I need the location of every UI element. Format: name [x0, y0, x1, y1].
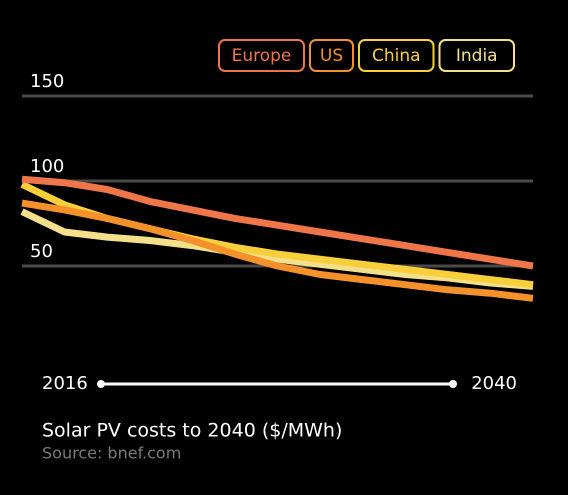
legend-box: [309, 39, 354, 72]
y-tick-label: 150: [30, 71, 64, 92]
slider-handle[interactable]: [97, 380, 105, 388]
legend-box: [438, 39, 515, 72]
y-tick-label: 50: [30, 241, 53, 262]
chart-title: Solar PV costs to 2040 ($/MWh): [42, 420, 342, 442]
source: Source: bnef.com: [42, 444, 181, 463]
legend-box: [218, 39, 305, 72]
x-tick-label: 2016: [42, 373, 88, 394]
x-tick-label: 2040: [471, 373, 517, 394]
series-line: [21, 199, 534, 302]
legend-item[interactable]: Europe: [218, 39, 305, 72]
slider-handle[interactable]: [449, 380, 457, 388]
legend-label: Europe: [232, 46, 292, 66]
legend-box: [358, 39, 435, 72]
y-tick-label: 100: [30, 156, 64, 177]
legend-item[interactable]: China: [358, 39, 435, 72]
legend-item[interactable]: US: [309, 39, 354, 72]
legend-label: China: [372, 46, 421, 66]
legend-item[interactable]: India: [438, 39, 515, 72]
legend-label: India: [456, 46, 498, 66]
series-line: [21, 175, 534, 270]
legend-label: US: [320, 46, 343, 66]
